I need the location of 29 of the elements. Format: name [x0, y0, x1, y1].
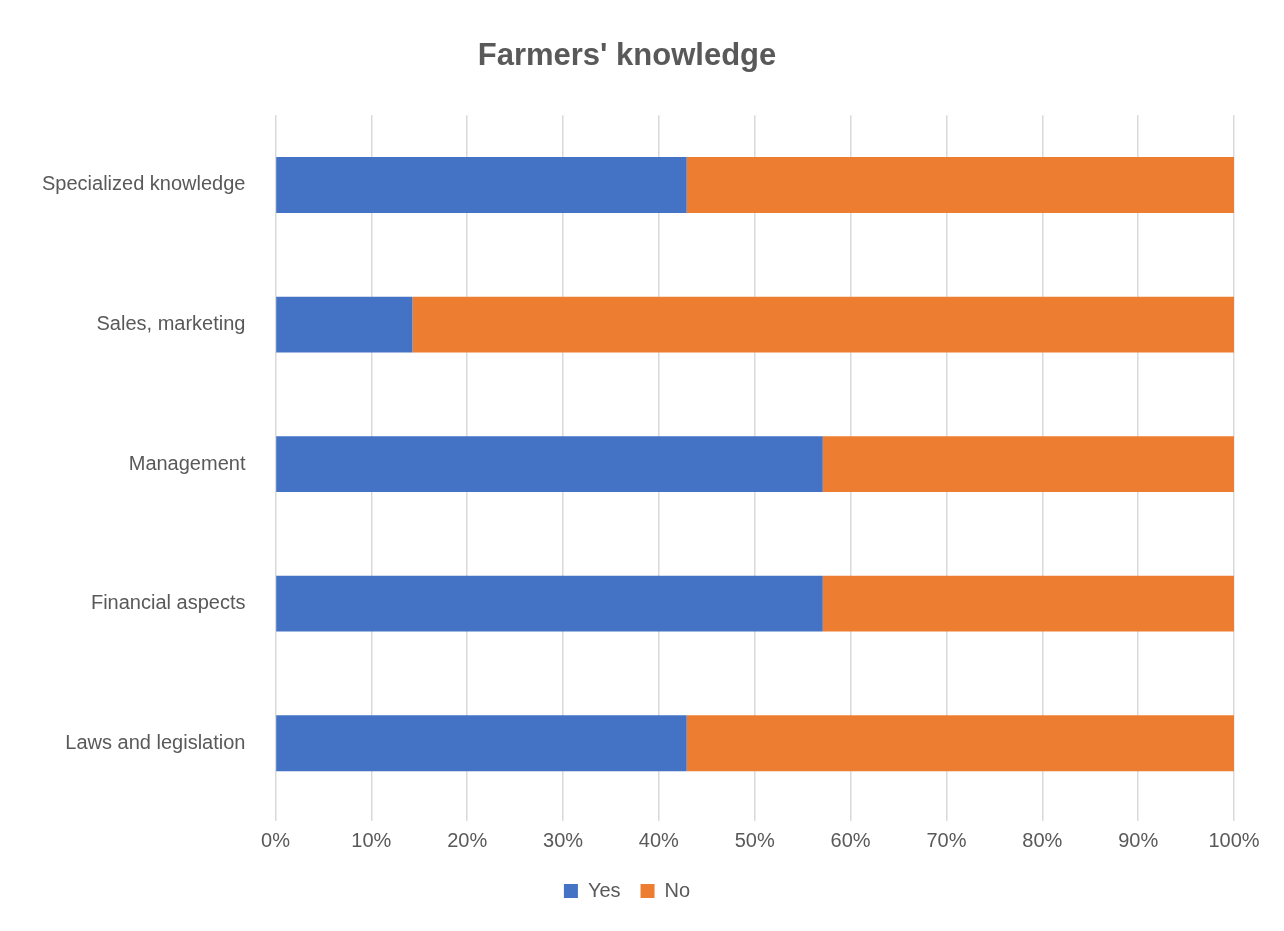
bar: [686, 157, 1234, 213]
bar: [276, 715, 687, 772]
x-tick-label: 20%: [447, 828, 488, 851]
bar: [276, 575, 823, 632]
y-tick-label: Laws and legislation: [65, 730, 246, 753]
bar: [822, 436, 1234, 493]
x-tick-label: 90%: [1118, 828, 1159, 851]
bar: [276, 436, 823, 493]
y-tick-label: Financial aspects: [90, 591, 246, 614]
x-tick-label: 80%: [1022, 828, 1063, 851]
x-tick-label: 10%: [351, 828, 392, 851]
bar: [276, 157, 687, 213]
x-tick-label: 0%: [261, 828, 291, 851]
bar: [822, 575, 1234, 632]
x-tick-label: 60%: [830, 828, 871, 851]
x-tick-label: 100%: [1208, 828, 1260, 851]
legend-label: No: [664, 878, 691, 901]
legend-label: Yes: [587, 878, 621, 901]
x-tick-label: 30%: [543, 828, 584, 851]
bar: [686, 715, 1234, 772]
y-tick-label: Management: [128, 451, 246, 474]
x-tick-label: 50%: [734, 828, 775, 851]
bar: [412, 296, 1234, 353]
y-tick-label: Specialized knowledge: [42, 172, 246, 195]
x-tick-label: 70%: [926, 828, 967, 851]
y-tick-label: Sales, marketing: [96, 312, 246, 335]
x-tick-label: 40%: [638, 828, 680, 851]
bar: [276, 296, 413, 353]
chart-title: Farmers' knowledge: [477, 37, 777, 73]
